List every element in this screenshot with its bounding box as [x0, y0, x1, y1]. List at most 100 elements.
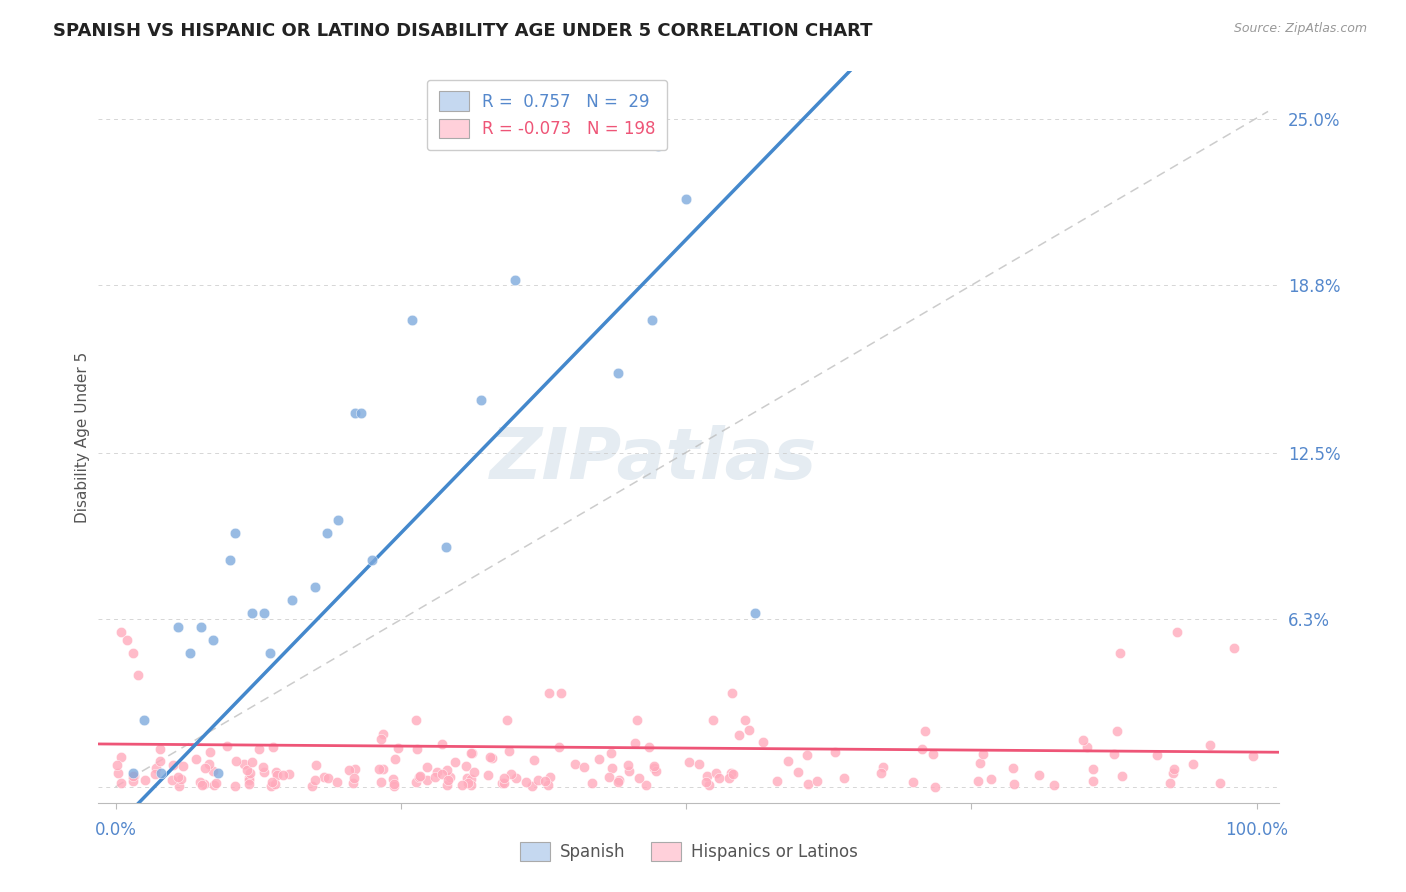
Point: [367, 762, 389, 776]
Point: [581, 776, 603, 790]
Point: [262, 739, 284, 754]
Point: [806, 773, 828, 788]
Point: [301, 779, 323, 793]
Point: [145, 761, 167, 775]
Point: [242, 607, 264, 621]
Point: [702, 713, 724, 727]
Point: [105, 758, 128, 772]
Point: [1146, 747, 1168, 762]
Point: [401, 312, 423, 326]
Point: [643, 759, 665, 773]
Point: [607, 774, 630, 789]
Point: [110, 624, 132, 639]
Point: [688, 756, 710, 771]
Point: [721, 766, 744, 780]
Point: [598, 770, 620, 784]
Point: [515, 774, 537, 789]
Point: [121, 646, 143, 660]
Point: [115, 632, 138, 647]
Point: [342, 776, 364, 790]
Point: [201, 764, 224, 779]
Point: [505, 772, 527, 786]
Text: SPANISH VS HISPANIC OR LATINO DISABILITY AGE UNDER 5 CORRELATION CHART: SPANISH VS HISPANIC OR LATINO DISABILITY…: [53, 22, 873, 40]
Point: [305, 758, 328, 772]
Point: [184, 752, 207, 766]
Point: [121, 768, 143, 782]
Point: [1108, 646, 1130, 660]
Point: [405, 713, 427, 727]
Point: [645, 764, 668, 778]
Point: [824, 745, 846, 759]
Point: [564, 757, 586, 772]
Point: [132, 713, 155, 727]
Point: [456, 771, 478, 785]
Point: [636, 778, 658, 792]
Point: [751, 735, 773, 749]
Point: [315, 526, 337, 541]
Point: [238, 771, 260, 785]
Point: [796, 748, 818, 763]
Point: [627, 771, 650, 785]
Point: [218, 553, 240, 567]
Point: [1004, 777, 1026, 791]
Point: [678, 755, 700, 769]
Point: [239, 766, 262, 780]
Point: [162, 757, 184, 772]
Point: [1223, 640, 1246, 655]
Point: [384, 752, 406, 766]
Point: [436, 540, 458, 554]
Point: [617, 764, 640, 778]
Point: [470, 392, 492, 407]
Point: [278, 767, 301, 781]
Point: [641, 312, 664, 326]
Point: [537, 778, 560, 792]
Point: [198, 745, 221, 759]
Point: [198, 756, 221, 771]
Point: [496, 713, 519, 727]
Point: [430, 767, 453, 781]
Point: [204, 779, 226, 793]
Point: [224, 526, 246, 541]
Point: [436, 773, 458, 788]
Point: [167, 619, 190, 633]
Point: [172, 759, 194, 773]
Point: [738, 723, 761, 737]
Point: [247, 742, 270, 756]
Point: [588, 751, 610, 765]
Point: [606, 366, 628, 380]
Point: [127, 667, 149, 681]
Point: [1081, 762, 1104, 776]
Point: [252, 760, 274, 774]
Point: [194, 761, 217, 775]
Point: [720, 766, 742, 780]
Point: [914, 724, 936, 739]
Point: [224, 779, 246, 793]
Point: [415, 760, 437, 774]
Text: Source: ZipAtlas.com: Source: ZipAtlas.com: [1233, 22, 1367, 36]
Point: [481, 750, 503, 764]
Point: [150, 766, 173, 780]
Point: [600, 761, 623, 775]
Point: [1081, 774, 1104, 789]
Text: 100.0%: 100.0%: [1225, 822, 1288, 839]
Point: [409, 769, 432, 783]
Point: [534, 774, 557, 789]
Point: [107, 766, 129, 780]
Point: [436, 764, 458, 778]
Point: [797, 777, 820, 791]
Point: [350, 406, 373, 420]
Point: [638, 740, 661, 755]
Point: [304, 772, 326, 787]
Point: [787, 765, 810, 780]
Point: [492, 776, 515, 790]
Point: [461, 746, 484, 760]
Point: [463, 765, 485, 780]
Point: [696, 769, 718, 783]
Point: [259, 646, 281, 660]
Point: [832, 771, 855, 785]
Point: [616, 757, 638, 772]
Point: [344, 406, 367, 420]
Point: [361, 553, 384, 567]
Point: [675, 193, 697, 207]
Point: [253, 607, 276, 621]
